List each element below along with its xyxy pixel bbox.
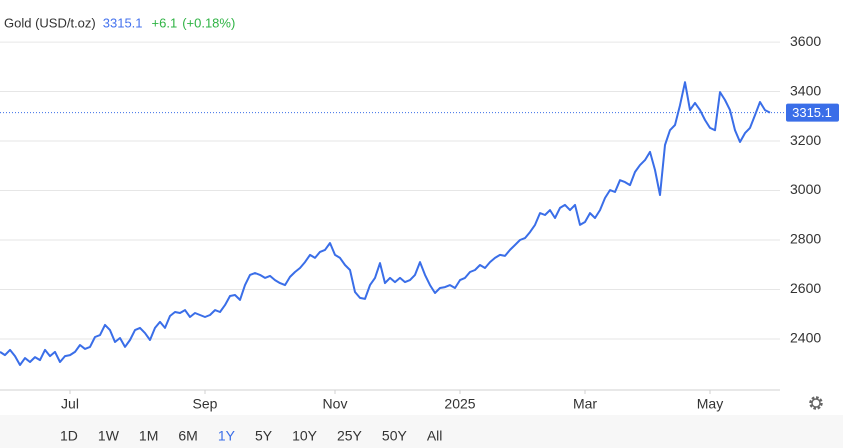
current-price-label: 3315.1: [792, 105, 832, 120]
range-button[interactable]: 25Y: [337, 428, 363, 444]
range-button[interactable]: 1W: [98, 428, 120, 444]
range-button[interactable]: 10Y: [292, 428, 318, 444]
price-line: [0, 81, 771, 366]
change-percent: (+0.18%): [182, 15, 235, 30]
range-button[interactable]: 50Y: [382, 428, 408, 444]
x-tick-label: Mar: [573, 396, 597, 412]
range-button[interactable]: 1D: [60, 428, 78, 444]
range-button[interactable]: 5Y: [255, 428, 273, 444]
settings-icon[interactable]: [809, 396, 823, 410]
x-tick-label: Jul: [61, 396, 79, 412]
last-price: 3315.1: [103, 15, 143, 30]
current-price-tag: [786, 103, 839, 122]
x-tick-label: Sep: [193, 396, 218, 412]
change: +6.1: [152, 15, 178, 30]
y-tick-label: 2600: [790, 280, 821, 296]
range-bar: [0, 415, 843, 448]
range-button[interactable]: 6M: [178, 428, 197, 444]
y-tick-label: 3600: [790, 33, 821, 49]
y-tick-label: 3400: [790, 82, 821, 98]
y-tick-label: 2800: [790, 231, 821, 247]
y-tick-label: 3000: [790, 181, 821, 197]
range-button[interactable]: 1Y: [218, 428, 236, 444]
x-tick-label: May: [697, 396, 723, 412]
range-button[interactable]: 1M: [139, 428, 158, 444]
range-button[interactable]: All: [427, 428, 443, 444]
y-tick-label: 2400: [790, 330, 821, 346]
x-tick-label: 2025: [444, 396, 475, 412]
y-tick-label: 3200: [790, 132, 821, 148]
x-tick-label: Nov: [323, 396, 348, 412]
chart-title: Gold (USD/t.oz): [4, 15, 96, 30]
